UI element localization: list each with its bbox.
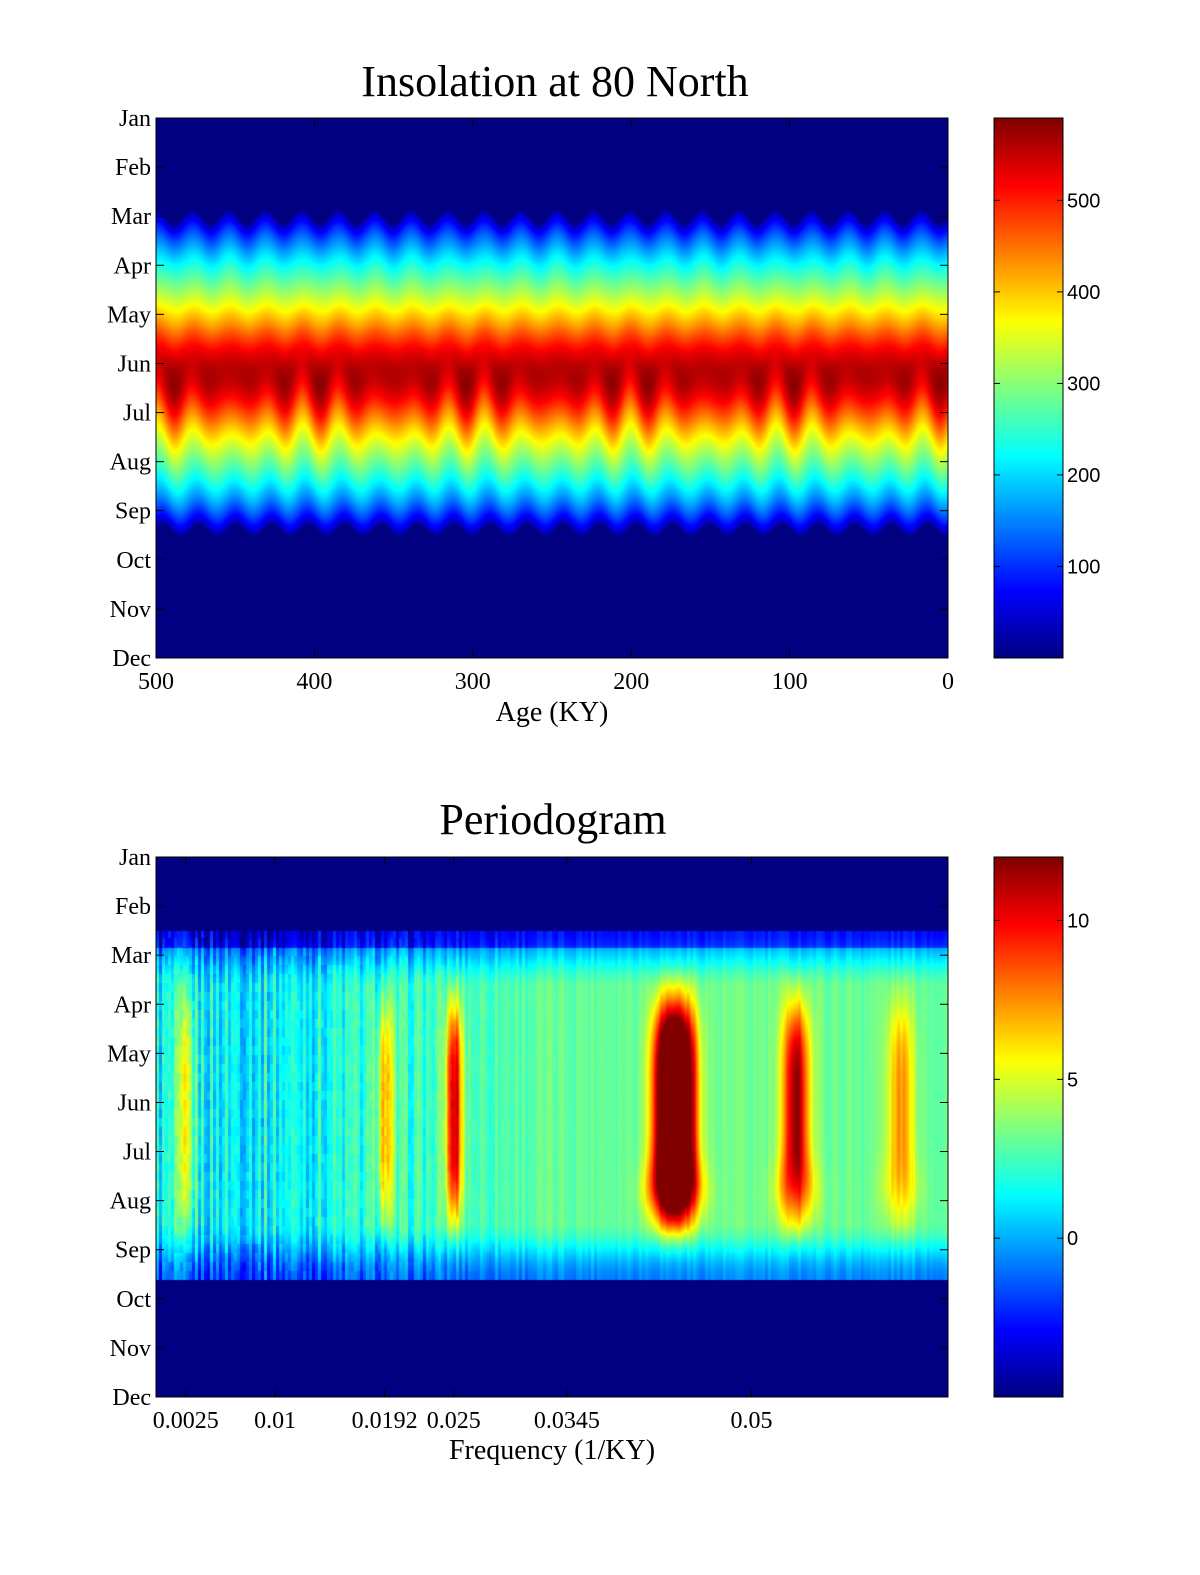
insolation-title: Insolation at 80 North xyxy=(361,57,748,106)
x-tick-label: 300 xyxy=(455,669,491,695)
y-tick-label: Feb xyxy=(115,155,151,181)
colorbar-tick-label: 500 xyxy=(1067,190,1100,212)
y-tick-label: Aug xyxy=(110,450,151,476)
y-tick-label: Dec xyxy=(112,1385,151,1411)
colorbar-tick-label: 100 xyxy=(1067,556,1100,578)
insolation-colorbar xyxy=(994,118,1063,658)
y-tick-label: Sep xyxy=(115,499,151,525)
x-tick-label: 200 xyxy=(613,669,649,695)
y-tick-label: Aug xyxy=(110,1189,151,1215)
y-tick-label: Nov xyxy=(110,1336,151,1362)
x-tick-label: 0.01 xyxy=(254,1408,296,1434)
insolation-axes-frame xyxy=(155,117,949,659)
y-tick-label: May xyxy=(107,302,151,328)
x-tick-label: 0.0192 xyxy=(352,1408,418,1434)
periodogram-colorbar-ticks: 0 5 10 xyxy=(994,911,1089,1250)
periodogram-heatmap xyxy=(156,857,948,1397)
y-tick-label: Apr xyxy=(114,253,151,279)
x-tick-label: 0.0025 xyxy=(153,1408,219,1434)
x-tick-label: 400 xyxy=(296,669,332,695)
y-tick-label: Jun xyxy=(118,351,151,377)
colorbar-tick-label: 400 xyxy=(1067,282,1100,304)
periodogram-chart: Periodogram Jan Feb Mar Apr May Jun Jul Aug Sep O… xyxy=(107,795,1089,1466)
periodogram-colorbar xyxy=(994,857,1063,1397)
y-tick-label: Jul xyxy=(123,1140,151,1166)
colorbar-tick-label: 300 xyxy=(1067,373,1100,395)
y-tick-label: Sep xyxy=(115,1238,151,1264)
colorbar-tick-label: 5 xyxy=(1067,1069,1078,1091)
periodogram-title: Periodogram xyxy=(439,795,666,844)
y-tick-label: Oct xyxy=(116,548,151,574)
x-tick-label: 0.05 xyxy=(730,1408,772,1434)
x-tick-label: 500 xyxy=(138,669,174,695)
insolation-x-axis-label: Age (KY) xyxy=(496,697,609,728)
y-tick-label: Oct xyxy=(116,1287,151,1313)
y-tick-label: May xyxy=(107,1041,151,1067)
insolation-colorbar-ticks: 100 200 300 400 500 xyxy=(994,190,1100,578)
y-tick-label: Nov xyxy=(110,597,151,623)
periodogram-colorbar-frame xyxy=(993,856,1064,1398)
y-tick-label: Apr xyxy=(114,992,151,1018)
colorbar-tick-label: 10 xyxy=(1067,911,1089,933)
colorbar-tick-label: 0 xyxy=(1067,1228,1078,1250)
insolation-heatmap xyxy=(156,118,948,658)
periodogram-axes-frame xyxy=(155,856,949,1398)
y-tick-label: Dec xyxy=(112,646,151,672)
y-tick-label: Jul xyxy=(123,401,151,427)
insolation-chart: Insolation at 80 North Jan Feb Mar Apr May Ju… xyxy=(107,57,1100,728)
x-tick-label: 0.0345 xyxy=(534,1408,600,1434)
x-tick-label: 100 xyxy=(772,669,808,695)
colorbar-tick-label: 200 xyxy=(1067,465,1100,487)
y-tick-label: Feb xyxy=(115,894,151,920)
insolation-colorbar-frame xyxy=(993,117,1064,659)
periodogram-axis-ticks: Jan Feb Mar Apr May Jun Jul Aug Sep Oct Nov Dec0.00… xyxy=(107,845,948,1434)
x-tick-label: 0.025 xyxy=(427,1408,481,1434)
y-tick-label: Mar xyxy=(111,943,151,969)
y-tick-label: Jan xyxy=(119,845,151,871)
y-tick-label: Mar xyxy=(111,204,151,230)
periodogram-x-axis-label: Frequency (1/KY) xyxy=(449,1435,655,1466)
y-tick-label: Jun xyxy=(118,1090,151,1116)
x-tick-label: 0 xyxy=(942,669,954,695)
y-tick-label: Jan xyxy=(119,106,151,132)
